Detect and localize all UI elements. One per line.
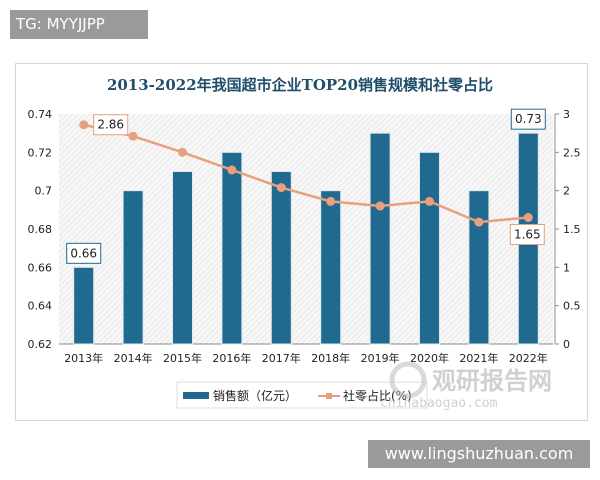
data-label: 1.65 — [514, 228, 541, 242]
line-point — [276, 183, 286, 193]
bar — [172, 171, 193, 345]
line-point — [474, 217, 484, 227]
right-tick-label: 2 — [563, 185, 570, 198]
bar — [369, 132, 391, 345]
bar — [419, 151, 440, 345]
right-tick-label: 2.5 — [563, 146, 581, 159]
data-label: 2.86 — [97, 118, 124, 132]
bar — [122, 190, 144, 345]
left-tick-label: 0.64 — [28, 300, 53, 313]
chart-frame — [15, 63, 588, 421]
right-tick-label: 1 — [563, 261, 570, 274]
data-label-box — [510, 108, 546, 130]
legend-line-marker — [326, 393, 332, 399]
bar — [73, 266, 95, 345]
line-point — [79, 120, 89, 130]
x-tick-label: 2013年 — [64, 351, 103, 365]
data-label: 0.66 — [70, 246, 97, 260]
data-label: 0.73 — [515, 112, 542, 126]
data-label-box — [93, 114, 129, 136]
watermark-cn: 观研报告网 — [432, 367, 552, 395]
watermark-logo-icon — [389, 361, 427, 399]
bar — [270, 171, 292, 345]
legend-bar-label: 销售额（亿元） — [213, 388, 297, 403]
right-tick-label: 0 — [563, 338, 570, 351]
line-point — [523, 213, 533, 222]
watermark-en: chinabaogao.com — [380, 396, 498, 411]
tag-label: TG: MYYJJPP — [10, 10, 148, 39]
right-tick-label: 3 — [563, 108, 570, 121]
x-tick-label: 2014年 — [114, 351, 153, 365]
data-label-box — [509, 224, 545, 245]
watermark: 观研报告网 chinabaogao.com — [380, 361, 552, 411]
bar — [221, 151, 243, 345]
x-tick-label: 2021年 — [459, 351, 498, 365]
legend: 销售额（亿元） 社零占比(%) — [176, 381, 428, 409]
line-point — [375, 201, 385, 211]
line-point — [227, 165, 237, 175]
right-tick-label: 1.5 — [563, 223, 581, 236]
x-tick-label: 2016年 — [212, 351, 251, 365]
x-tick-label: 2017年 — [262, 351, 301, 365]
legend-bar-swatch — [183, 392, 209, 399]
left-tick-label: 0.72 — [28, 146, 53, 159]
x-tick-label: 2020年 — [410, 351, 449, 365]
left-tick-label: 0.7 — [35, 185, 53, 198]
x-tick-label: 2022年 — [509, 351, 548, 365]
right-tick-label: 0.5 — [563, 300, 581, 313]
left-tick-label: 0.68 — [28, 223, 53, 236]
bar — [320, 190, 342, 345]
line-point — [178, 147, 187, 157]
x-tick-label: 2018年 — [311, 351, 350, 365]
line-point — [425, 196, 434, 206]
line-series — [83, 123, 529, 224]
site-label[interactable]: www.lingshuzhuan.com — [368, 440, 590, 468]
left-tick-label: 0.66 — [28, 261, 53, 274]
bar — [468, 190, 490, 345]
left-tick-label: 0.62 — [28, 338, 53, 351]
x-tick-label: 2015年 — [163, 351, 202, 365]
line-point — [326, 196, 336, 206]
line-point — [128, 131, 138, 141]
chart-title: 2013-2022年我国超市企业TOP20销售规模和社零占比 — [107, 76, 493, 94]
left-tick-label: 0.74 — [28, 108, 53, 121]
data-label-box — [66, 242, 102, 264]
x-tick-label: 2019年 — [361, 351, 400, 365]
